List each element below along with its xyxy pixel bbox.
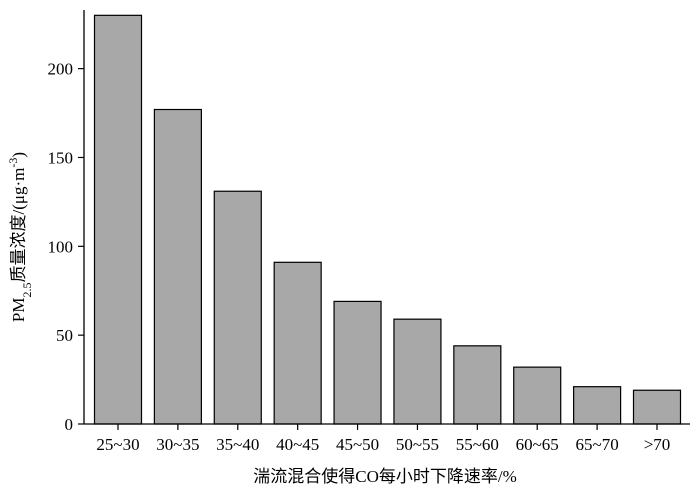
y-tick-label: 150 bbox=[48, 148, 74, 167]
x-tick-label: 65~70 bbox=[576, 435, 619, 454]
bar-4 bbox=[333, 300, 382, 425]
bars-group bbox=[93, 14, 682, 425]
bar-2 bbox=[213, 190, 262, 425]
bar-8 bbox=[573, 386, 622, 425]
bar-0 bbox=[93, 14, 143, 425]
bar-3 bbox=[273, 261, 322, 425]
x-tick-label: 45~50 bbox=[336, 435, 379, 454]
y-axis-title-mid: 质量浓度/(μg·m bbox=[9, 168, 28, 283]
bar-5 bbox=[393, 318, 442, 425]
x-tick-label: 50~55 bbox=[396, 435, 439, 454]
y-axis-title-sup: -3 bbox=[6, 158, 20, 168]
bar-1 bbox=[153, 108, 202, 425]
x-tick-label: 40~45 bbox=[276, 435, 319, 454]
x-tick-label: >70 bbox=[644, 435, 671, 454]
y-tick-label: 0 bbox=[65, 415, 74, 434]
y-axis-title-post: ) bbox=[9, 152, 28, 158]
x-tick-label: 25~30 bbox=[96, 435, 139, 454]
x-tick-label: 30~35 bbox=[156, 435, 199, 454]
x-axis-title: 湍流混合使得CO每小时下降速率/% bbox=[253, 466, 517, 486]
y-axis-title-sub: 2.5 bbox=[20, 282, 34, 297]
bar-7 bbox=[513, 366, 562, 425]
bar-9 bbox=[632, 389, 682, 425]
y-tick-label: 200 bbox=[48, 60, 74, 79]
bar-6 bbox=[453, 345, 502, 425]
x-ticks-group: 25~30 30~35 35~40 40~45 45~50 50~55 55~60 60~65… bbox=[96, 424, 670, 454]
x-tick-label: 55~60 bbox=[456, 435, 499, 454]
y-axis-title-pre: PM bbox=[9, 297, 28, 322]
axes-group bbox=[83, 10, 690, 425]
x-tick-label: 35~40 bbox=[216, 435, 259, 454]
y-axis-title: PM2.5质量浓度/(μg·m-3) bbox=[6, 152, 34, 322]
x-tick-label: 60~65 bbox=[516, 435, 559, 454]
y-tick-label: 50 bbox=[56, 326, 73, 345]
y-tick-label: 100 bbox=[48, 237, 74, 256]
y-ticks-group: 0 50 100 150 200 bbox=[48, 60, 84, 434]
